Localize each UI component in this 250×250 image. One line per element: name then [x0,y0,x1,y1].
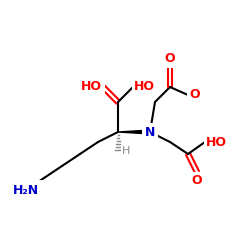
Text: HO: HO [134,80,155,94]
Text: O: O [189,88,200,102]
Text: O: O [165,52,175,65]
Text: H: H [122,146,130,156]
Text: HO: HO [81,80,102,94]
Text: HO: HO [206,136,227,148]
Text: O: O [192,174,202,187]
Text: H₂N: H₂N [13,184,39,196]
Text: N: N [145,126,155,138]
Polygon shape [118,130,150,134]
